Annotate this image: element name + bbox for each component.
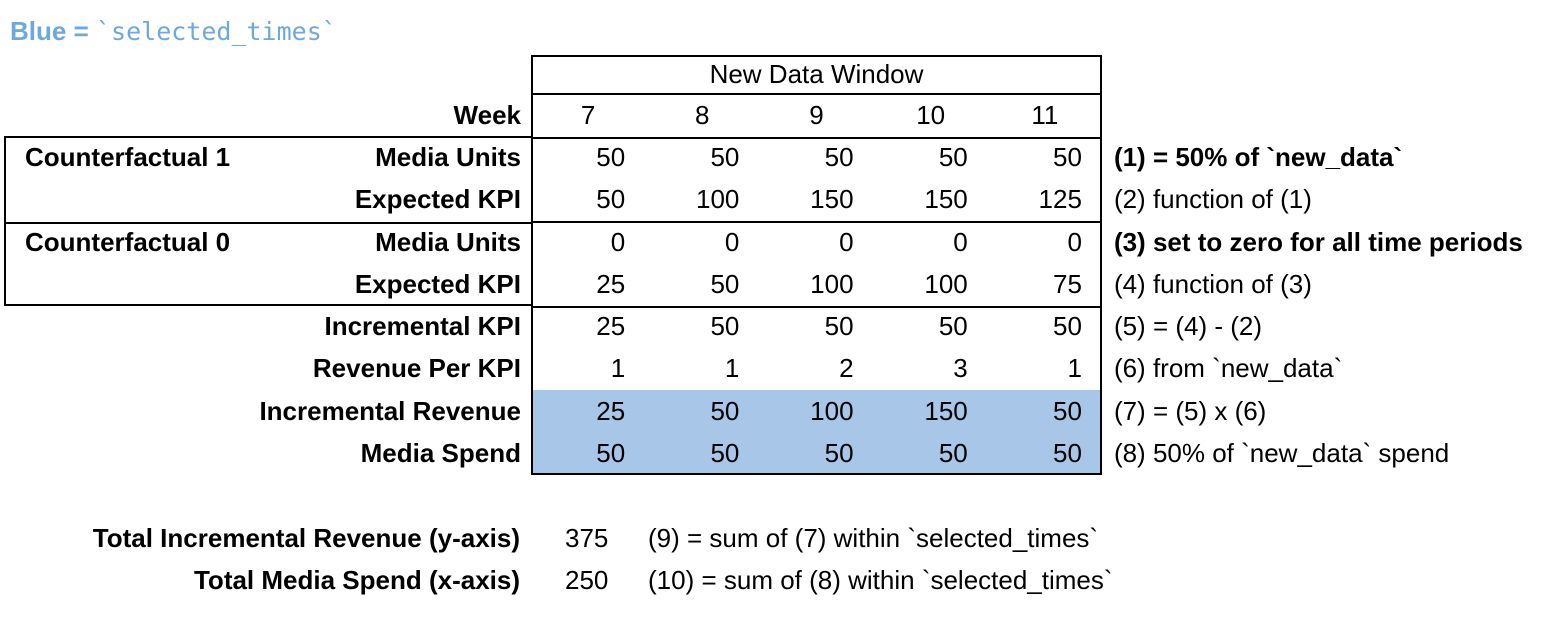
row-annotation: (7) = (5) x (6) [1113,395,1267,426]
value-cell: 0 [724,226,740,257]
legend-code: `selected_times` [95,17,337,46]
value-cell: 50 [596,184,626,215]
table-row: Counterfactual 0 Media Units 0 0 0 0 0 (… [0,221,1544,263]
value-cell: 50 [710,395,740,426]
week-cell: 7 [580,99,596,130]
row-annotation: (8) 50% of `new_data` spend [1113,437,1450,468]
value-cell: 150 [924,395,968,426]
total-label: Total Media Spend (x-axis) [193,564,520,595]
value-cell: 125 [1038,184,1082,215]
week-cell: 10 [916,99,946,130]
row-label: Revenue Per KPI [312,353,521,384]
value-cell: 50 [1053,437,1082,468]
row-annotation: (2) function of (1) [1113,184,1312,215]
value-cell: 2 [839,353,854,384]
value-cell: 3 [953,353,968,384]
value-cell: 25 [596,395,626,426]
week-cell: 8 [695,99,710,130]
total-row: Total Incremental Revenue (y-axis) 375 (… [0,517,1544,559]
row-label: Media Spend [360,437,521,468]
row-label: Expected KPI [354,268,521,299]
value-cell: 50 [710,142,740,173]
value-cell: 50 [1053,395,1082,426]
value-cell: 25 [596,268,626,299]
value-cell: 50 [710,268,740,299]
row-label: Incremental KPI [324,311,521,342]
value-cell: 150 [924,184,968,215]
total-value: 375 [565,522,609,553]
row-label: Media Units [375,226,521,257]
total-annotation: (10) = sum of (8) within `selected_times… [648,564,1113,595]
value-cell: 50 [824,437,854,468]
week-cell: 9 [809,99,824,130]
value-cell: 0 [839,226,854,257]
week-label: Week [453,99,521,130]
row-label: Expected KPI [354,184,521,215]
row-annotation: (1) = 50% of `new_data` [1113,142,1403,173]
row-annotation: (3) set to zero for all time periods [1113,226,1523,257]
value-cell: 50 [938,437,968,468]
value-cell: 100 [810,395,854,426]
table-row-highlighted: Media Spend 50 50 50 50 50 (8) 50% of `n… [0,432,1544,474]
value-cell: 50 [1053,142,1082,173]
value-cell: 100 [695,184,740,215]
value-cell: 50 [824,142,854,173]
value-cell: 50 [710,311,740,342]
group-label: Counterfactual 1 [25,142,231,173]
value-cell: 0 [953,226,968,257]
table-row: Revenue Per KPI 1 1 2 3 1 (6) from `new_… [0,348,1544,390]
totals-section: Total Incremental Revenue (y-axis) 375 (… [0,517,1544,601]
value-cell: 50 [596,142,626,173]
value-cell: 150 [810,184,854,215]
table-row: Expected KPI 50 100 150 150 125 (2) func… [0,179,1544,221]
value-cell: 1 [724,353,740,384]
row-annotation: (6) from `new_data` [1113,353,1343,384]
selected-times-highlight [533,390,1100,473]
group-label: Counterfactual 0 [25,226,231,257]
value-cell: 0 [1067,226,1082,257]
total-label: Total Incremental Revenue (y-axis) [92,522,520,553]
table-row: Incremental KPI 25 50 50 50 50 (5) = (4)… [0,306,1544,348]
row-label: Incremental Revenue [259,395,521,426]
legend-note: Blue = `selected_times` [10,16,337,47]
table-body: Counterfactual 1 Media Units 50 50 50 50… [0,137,1544,475]
row-label: Media Units [375,142,521,173]
row-annotation: (5) = (4) - (2) [1113,311,1263,342]
week-row: Week 7 8 9 10 11 [0,93,1544,137]
value-cell: 75 [1053,268,1082,299]
value-cell: 0 [610,226,626,257]
table-row-highlighted: Incremental Revenue 25 50 100 150 50 (7)… [0,390,1544,432]
table-row: Counterfactual 1 Media Units 50 50 50 50… [0,137,1544,179]
value-cell: 50 [938,311,968,342]
value-cell: 1 [1067,353,1082,384]
value-cell: 50 [596,437,626,468]
new-data-window-label: New Data Window [709,58,924,89]
total-row: Total Media Spend (x-axis) 250 (10) = su… [0,559,1544,601]
new-data-window-header: New Data Window [531,55,1102,93]
row-annotation: (4) function of (3) [1113,268,1312,299]
week-cell: 11 [1031,99,1059,130]
value-cell: 25 [596,311,626,342]
total-annotation: (9) = sum of (7) within `selected_times` [648,522,1099,553]
value-cell: 100 [924,268,968,299]
value-cell: 1 [610,353,626,384]
table-row: Expected KPI 25 50 100 100 75 (4) functi… [0,263,1544,305]
value-cell: 50 [1053,311,1082,342]
legend-prefix: Blue = [10,16,96,46]
value-cell: 50 [710,437,740,468]
value-cell: 50 [824,311,854,342]
total-value: 250 [565,564,609,595]
value-cell: 100 [810,268,854,299]
value-cell: 50 [938,142,968,173]
